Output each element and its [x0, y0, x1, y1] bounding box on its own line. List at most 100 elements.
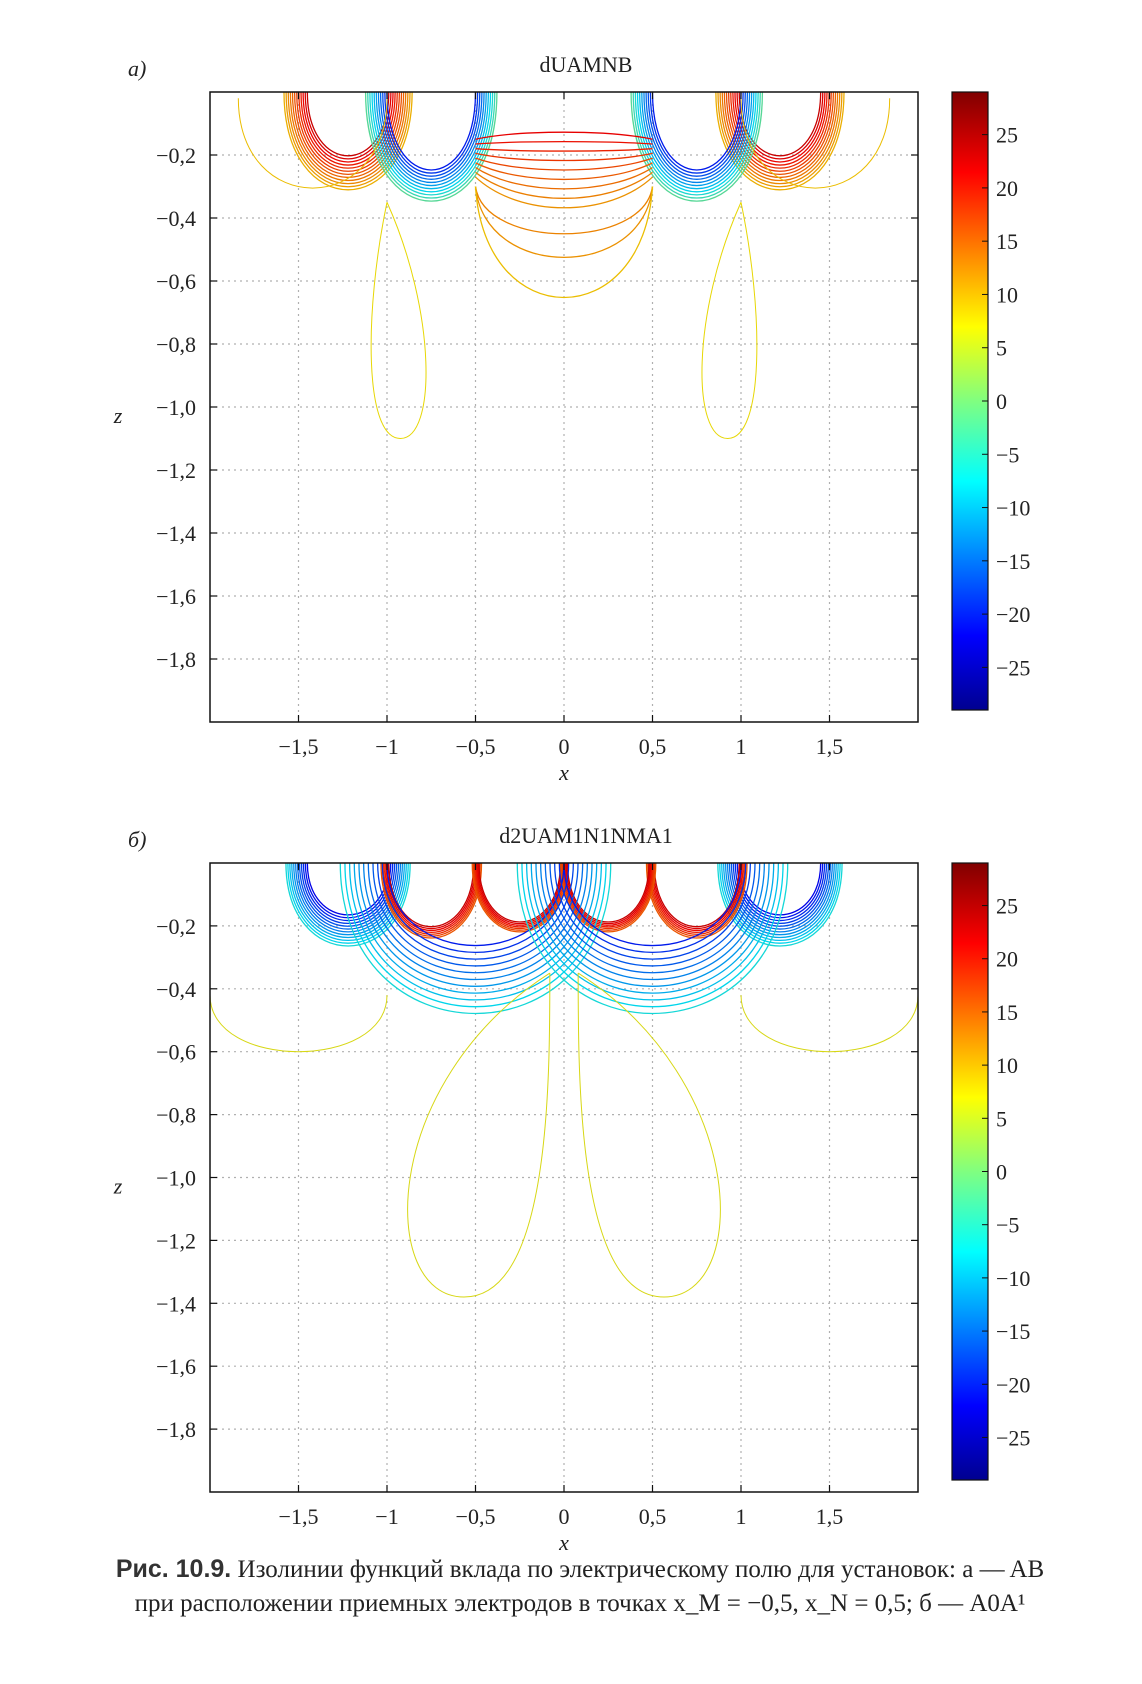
y-tick-label: −0,8	[156, 1103, 196, 1128]
contour-line	[554, 863, 751, 960]
contour-line	[564, 863, 652, 926]
contour-line	[632, 92, 761, 199]
y-tick-label: −0,6	[156, 1040, 196, 1065]
contour-line	[724, 863, 835, 936]
contour-line	[719, 92, 841, 185]
colorbar-tick-label: 25	[996, 894, 1018, 919]
contour-line	[535, 863, 770, 987]
contour-lines	[210, 863, 918, 1298]
chart-title: dUAMNB	[540, 52, 633, 77]
grid	[210, 863, 918, 1492]
contour-line	[384, 92, 479, 174]
contour-line	[717, 863, 843, 947]
contour-line	[474, 186, 654, 299]
contour-line	[475, 167, 653, 190]
contour-line	[475, 171, 653, 199]
contour-line	[560, 863, 657, 933]
contour-line	[370, 202, 427, 440]
contour-line	[372, 863, 579, 967]
contour-line	[298, 92, 398, 169]
y-tick-label: −1,2	[156, 1228, 196, 1253]
contour-line	[647, 92, 746, 177]
contour-line	[651, 863, 743, 931]
contour-line	[474, 186, 654, 235]
contour-line	[649, 92, 744, 174]
contour-line	[647, 863, 747, 937]
contour-line	[474, 186, 654, 258]
grid	[210, 92, 918, 722]
x-tick-label: −1	[375, 1504, 398, 1529]
colorbar-tick-label: −25	[996, 655, 1030, 680]
contour-line	[379, 92, 483, 180]
contour-line	[287, 863, 409, 944]
contour-line	[382, 863, 480, 935]
contour-line	[296, 863, 400, 930]
contour-line	[475, 152, 653, 162]
contour-line	[561, 863, 656, 931]
contour-line	[362, 863, 589, 981]
y-tick-label: −1,4	[156, 1291, 196, 1316]
y-tick-label: −1,6	[156, 584, 196, 609]
contour-line	[521, 863, 784, 1008]
colorbar-tick-label: −10	[996, 496, 1030, 521]
caption-text-1: Изолинии функций вклада по электрическом…	[237, 1556, 1045, 1583]
colorbar-tick-label: 5	[996, 336, 1007, 361]
contour-line	[476, 863, 564, 926]
contour-line	[530, 863, 775, 994]
panel-a: −1,5 −1 −0,5 0 0,5 1 1,5 −0,2 −0,4 −0,6 −0,8 −1,0 −1…	[113, 52, 1031, 785]
colorbar-tick-label: 15	[996, 229, 1018, 254]
y-tick-label: −1,2	[156, 458, 196, 483]
contour-line	[295, 863, 402, 933]
contour-line	[727, 92, 832, 172]
contour-line	[369, 92, 494, 196]
x-tick-label: 0,5	[639, 1504, 667, 1529]
y-tick-label: −0,2	[156, 914, 196, 939]
contour-line	[382, 92, 481, 177]
y-tick-label: −0,8	[156, 332, 196, 357]
contour-line	[283, 92, 413, 191]
x-tick-label: 0,5	[639, 734, 667, 759]
x-axis-label: x	[558, 1530, 569, 1555]
colorbar-tick-label: 5	[996, 1106, 1007, 1131]
contour-line	[367, 863, 584, 974]
contour-line	[562, 863, 655, 929]
contour-line	[291, 92, 405, 178]
colorbar-tick-label: 10	[996, 282, 1018, 307]
contour-line	[734, 92, 826, 163]
contour-line	[475, 140, 653, 145]
contour-line	[645, 92, 749, 180]
contour-line	[475, 131, 653, 140]
contour-line	[291, 863, 405, 939]
x-tick-label: 0	[559, 1504, 570, 1529]
contour-line	[558, 863, 747, 953]
colorbar-tick-label: −10	[996, 1266, 1030, 1291]
contour-line	[544, 863, 761, 974]
contour-line	[293, 863, 404, 936]
contour-line	[367, 92, 496, 199]
contour-line	[237, 98, 388, 189]
contour-line	[475, 148, 653, 152]
y-axis-label: z	[113, 1174, 123, 1199]
x-tick-label: −0,5	[456, 734, 496, 759]
contour-line	[728, 863, 832, 930]
contour-line	[285, 92, 411, 188]
contour-line	[384, 863, 479, 933]
contour-line	[381, 863, 570, 953]
contour-line	[738, 863, 822, 916]
x-tick-label: −1,5	[279, 1504, 319, 1529]
chart-title: d2UAM1N1NMA1	[499, 823, 673, 848]
contour-line	[289, 863, 407, 942]
contour-line	[723, 863, 837, 939]
contour-line	[386, 92, 477, 171]
colorbar-tick-label: 15	[996, 1000, 1018, 1025]
contour-line	[472, 863, 567, 931]
contour-line	[549, 863, 756, 967]
colorbar-tick-label: −25	[996, 1425, 1030, 1450]
colorbar-tick-label: −15	[996, 1319, 1030, 1344]
contour-line	[475, 157, 653, 171]
contour-line	[385, 863, 477, 931]
y-tick-label: −0,4	[156, 206, 196, 231]
contour-line	[289, 92, 407, 181]
contour-line	[539, 863, 766, 981]
